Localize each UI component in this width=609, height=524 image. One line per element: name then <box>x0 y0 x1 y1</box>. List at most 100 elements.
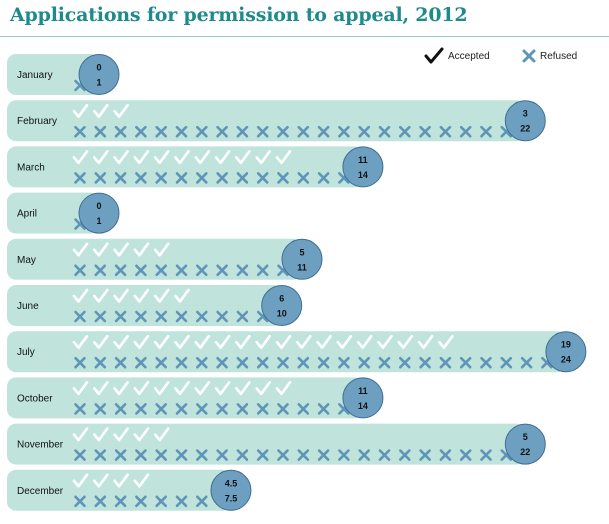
accepted-value-label-january: 0 <box>96 63 101 73</box>
bar-january <box>7 54 99 95</box>
accepted-mark-july <box>72 334 89 349</box>
accepted-mark-july <box>377 334 393 349</box>
refused-mark-november <box>338 449 350 461</box>
accepted-value-label-november: 5 <box>523 432 528 442</box>
refused-mark-march <box>135 172 147 184</box>
refused-mark-june <box>196 310 208 323</box>
accepted-mark-may <box>93 242 109 257</box>
legend-item-refused: Refused <box>522 46 577 66</box>
refused-mark-july <box>135 356 147 369</box>
accepted-value-label-june: 6 <box>279 294 284 304</box>
refused-mark-july <box>216 356 228 369</box>
category-label-may: May <box>17 255 36 266</box>
refused-mark-may <box>114 264 127 277</box>
bar-row-january: January 0 1 <box>7 54 120 95</box>
accepted-mark-july <box>174 334 190 349</box>
refused-mark-july <box>338 356 350 369</box>
refused-mark-july <box>236 356 249 369</box>
refused-mark-july <box>297 356 310 369</box>
accepted-mark-july <box>214 334 231 349</box>
accepted-mark-july <box>316 334 332 349</box>
title-divider <box>0 36 609 37</box>
value-circle-december <box>210 469 252 511</box>
value-circle-october <box>342 377 384 419</box>
refused-mark-november <box>256 449 269 461</box>
bar-row-october: October 11 14 <box>7 377 384 419</box>
chart-title: Applications for permission to appeal, 2… <box>10 4 468 26</box>
refused-value-label-november: 22 <box>520 447 530 457</box>
refused-mark-march <box>114 172 127 184</box>
accepted-mark-february <box>93 103 109 118</box>
refused-mark-november <box>236 449 249 461</box>
bar-row-february: February 3 22 <box>7 100 546 142</box>
refused-value-label-may: 11 <box>297 262 307 272</box>
accepted-value-label-july: 19 <box>561 340 571 350</box>
refused-mark-july <box>520 356 533 369</box>
accepted-mark-december <box>93 473 109 488</box>
bar-november <box>7 423 526 465</box>
refused-mark-june <box>236 310 249 323</box>
refused-mark-february <box>459 125 472 138</box>
accepted-mark-june <box>72 288 89 303</box>
bar-june <box>7 285 282 326</box>
refused-mark-june <box>94 310 107 323</box>
accepted-mark-july <box>296 334 312 349</box>
refused-mark-november <box>94 449 107 461</box>
category-label-june: June <box>17 301 39 312</box>
accepted-mark-march <box>93 150 109 165</box>
accepted-mark-november <box>72 427 89 442</box>
refused-mark-february <box>135 125 147 138</box>
refused-mark-july <box>114 356 127 369</box>
refused-mark-october <box>74 403 86 415</box>
refused-mark-february <box>175 125 188 138</box>
refused-mark-february <box>399 125 411 138</box>
accepted-value-label-march: 11 <box>358 155 368 165</box>
bar-row-april: April 0 1 <box>7 192 120 234</box>
accepted-value-label-february: 3 <box>523 109 528 119</box>
refused-mark-may <box>175 264 188 277</box>
accepted-mark-march <box>255 150 271 165</box>
value-circle-march <box>342 146 384 188</box>
bar-row-march: March 11 14 <box>7 146 384 188</box>
refused-mark-october <box>175 403 188 415</box>
accepted-mark-july <box>275 334 292 349</box>
value-circle-april <box>78 192 120 234</box>
refused-mark-november <box>155 449 167 461</box>
bar-february <box>7 100 526 142</box>
bar-row-july: July 19 24 <box>7 331 587 373</box>
refused-mark-november <box>399 449 411 461</box>
refused-mark-march <box>317 172 330 184</box>
accepted-mark-march <box>133 150 150 165</box>
refused-value-label-october: 14 <box>358 401 368 411</box>
accepted-mark-october <box>235 381 251 396</box>
refused-mark-march <box>297 172 310 184</box>
accepted-value-label-december: 4.5 <box>225 478 238 488</box>
bar-row-december: December 4.5 7.5 <box>7 469 252 511</box>
accepted-mark-december <box>113 473 129 488</box>
value-circle-june <box>261 285 303 326</box>
refused-mark-july <box>196 356 208 369</box>
category-label-july: July <box>17 347 35 358</box>
refused-mark-may <box>94 264 107 277</box>
refused-mark-july <box>419 356 431 369</box>
refused-value-label-december: 7.5 <box>225 493 238 503</box>
value-circle-may <box>281 238 323 280</box>
refused-mark-november <box>216 449 228 461</box>
refused-mark-march <box>175 172 188 184</box>
refused-mark-november <box>175 449 188 461</box>
accepted-mark-march <box>214 150 231 165</box>
accepted-mark-october <box>194 381 211 396</box>
refused-mark-february <box>114 125 127 138</box>
refused-mark-july <box>459 356 472 369</box>
refused-mark-december <box>74 495 86 508</box>
accepted-mark-july <box>194 334 211 349</box>
bar-october <box>7 377 363 419</box>
refused-value-label-april: 1 <box>96 216 101 226</box>
refused-value-label-january: 1 <box>96 78 101 88</box>
legend-label-accepted: Accepted <box>448 50 490 62</box>
refused-mark-february <box>338 125 350 138</box>
accepted-mark-february <box>113 103 129 118</box>
accepted-mark-december <box>72 473 89 488</box>
refused-mark-july <box>94 356 107 369</box>
